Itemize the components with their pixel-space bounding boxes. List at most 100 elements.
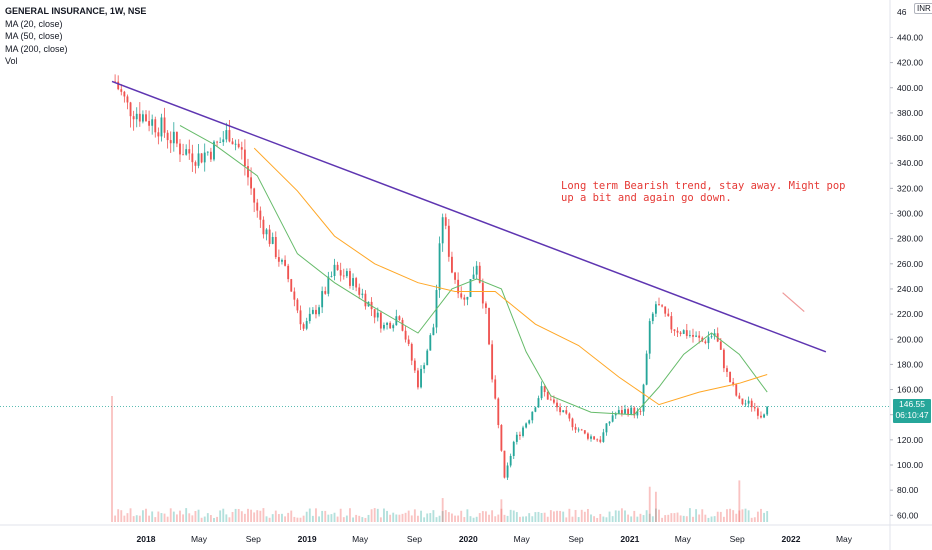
candle-body <box>315 309 317 315</box>
volume-bar <box>420 510 422 522</box>
volume-bar <box>120 510 123 522</box>
y-tick-label: 420.00 <box>897 58 923 68</box>
volume-bar <box>716 511 719 522</box>
candle-body <box>528 420 531 424</box>
volume-bar <box>577 517 580 522</box>
chart-annotation: Long term Bearish trend, stay away. Migh… <box>561 180 846 204</box>
candle-body <box>175 131 178 144</box>
candle-body <box>426 350 429 366</box>
candle-body <box>614 413 617 416</box>
candle-body <box>277 257 280 262</box>
y-tick-label: 440.00 <box>897 32 923 42</box>
indicator-ma200[interactable]: MA (200, close) <box>5 43 68 54</box>
candle-body <box>302 324 305 329</box>
candle-body <box>617 410 620 414</box>
volume-bar <box>627 514 630 522</box>
volume-bar <box>404 512 407 522</box>
volume-bar <box>315 508 317 522</box>
volume-bar <box>141 510 144 522</box>
candle-body <box>407 339 410 344</box>
candle-body <box>741 398 744 405</box>
candle-body <box>586 433 589 439</box>
candle-body <box>698 335 701 338</box>
candle-body <box>478 265 481 283</box>
volume-bar <box>676 512 679 522</box>
y-tick-label: 280.00 <box>897 234 923 244</box>
volume-bar <box>364 517 367 522</box>
volume-bar <box>503 514 506 522</box>
candle-body <box>735 384 738 396</box>
x-tick-label: Sep <box>568 534 583 544</box>
volume-bar <box>645 510 648 522</box>
candle-body <box>271 236 274 244</box>
candle-body <box>546 392 549 400</box>
indicator-ma20[interactable]: MA (20, close) <box>5 18 63 29</box>
volume-bar <box>256 510 259 522</box>
candle-body <box>756 408 759 416</box>
volume-bar <box>114 515 117 522</box>
candle-body <box>216 141 219 143</box>
candle-body <box>750 400 753 408</box>
volume-bar <box>617 510 620 522</box>
volume-bar <box>704 514 707 522</box>
candle-body <box>163 117 166 133</box>
candle-body <box>432 327 435 336</box>
candle-body <box>695 335 698 337</box>
candle-body <box>355 278 358 288</box>
candle-body <box>753 407 756 409</box>
candle-body <box>333 264 336 276</box>
volume-bar <box>392 512 395 522</box>
volume-bar <box>512 510 515 522</box>
candle-body <box>327 276 330 294</box>
indicator-volume[interactable]: Vol <box>5 56 18 67</box>
volume-bar <box>349 508 351 522</box>
volume-bar <box>682 515 685 522</box>
volume-bar <box>417 515 419 522</box>
volume-bar <box>457 515 460 522</box>
volume-bar <box>695 509 698 522</box>
candle-body <box>710 336 713 338</box>
volume-bar <box>191 515 194 522</box>
candle-body <box>670 316 673 330</box>
volume-bar <box>401 513 404 522</box>
volume-bar <box>395 514 398 522</box>
candle-body <box>549 399 552 401</box>
candle-body <box>574 427 577 430</box>
volume-bar <box>203 516 206 522</box>
candle-body <box>454 272 456 280</box>
candle-body <box>243 149 246 167</box>
candle-body <box>259 210 262 220</box>
candle-body <box>627 409 630 414</box>
volume-bar <box>763 512 765 522</box>
volume-bar <box>358 515 361 522</box>
candle-body <box>673 329 676 331</box>
candle-body <box>463 297 466 300</box>
volume-bar <box>701 509 704 522</box>
candle-body <box>642 384 645 412</box>
last-price: 146.55 <box>899 399 925 409</box>
candle-body <box>661 305 664 307</box>
candle-body <box>534 407 537 412</box>
y-tick-label: 60.00 <box>897 510 919 520</box>
candle-body <box>556 402 558 408</box>
candle-body <box>552 399 555 403</box>
candle-body <box>318 307 320 315</box>
volume-bar <box>726 509 728 522</box>
x-tick-label: May <box>675 534 692 544</box>
volume-bar <box>209 515 212 522</box>
candle-body <box>608 421 611 424</box>
volume-bar <box>565 517 568 522</box>
volume-bar <box>284 516 286 522</box>
candle-body <box>537 398 540 408</box>
currency-badge[interactable]: INR <box>914 3 932 14</box>
candle-body <box>191 153 194 163</box>
volume-bar <box>429 513 432 522</box>
ma20-line <box>179 125 768 416</box>
indicator-ma50[interactable]: MA (50, close) <box>5 31 63 42</box>
volume-bar <box>426 513 429 522</box>
volume-bar <box>370 509 373 522</box>
volume-bar <box>698 514 701 522</box>
candle-body <box>658 304 660 306</box>
volume-bar <box>688 508 691 522</box>
